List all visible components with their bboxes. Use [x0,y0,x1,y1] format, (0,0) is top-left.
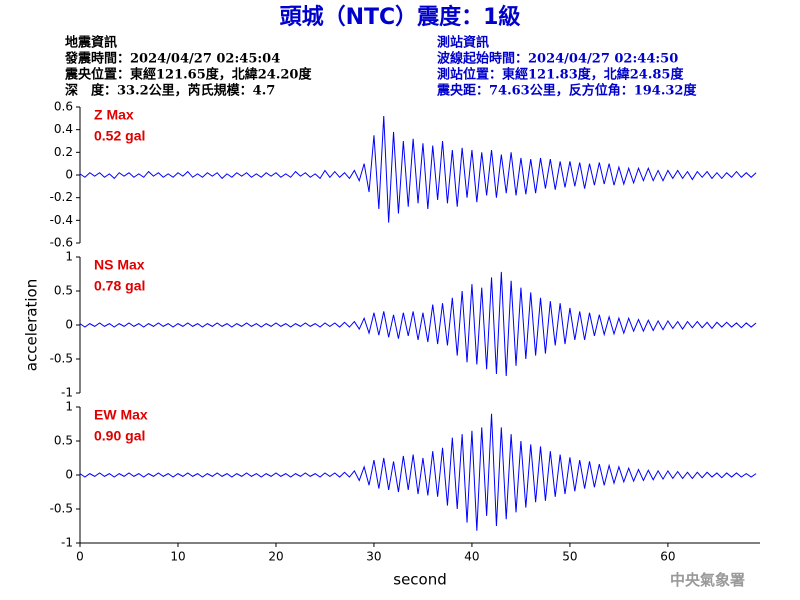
annotation: 0.78 gal [94,278,145,294]
y-tick-label: 0.5 [54,284,73,298]
chart-title: 頭城（NTC）震度：1級 [280,4,521,30]
y-tick-label: -1 [61,536,73,550]
info-line: 測站資訊 [437,35,489,51]
y-tick-label: -0.5 [50,352,73,366]
y-tick-label: 0 [65,168,73,182]
y-tick-label: 0 [65,468,73,482]
info-line: 深 度：33.2公里，芮氏規模：4.7 [65,83,275,99]
annotation: 0.90 gal [94,428,145,444]
y-tick-label: 0.5 [54,434,73,448]
annotation: 0.52 gal [94,128,145,144]
info-line: 震央距：74.63公里，反方位角：194.32度 [436,83,697,99]
info-line: 測站位置：東經121.83度，北緯24.85度 [437,67,684,83]
y-axis-title: acceleration [23,279,41,371]
y-tick-label: -0.5 [50,502,73,516]
y-tick-label: 0.4 [54,122,73,136]
info-line: 發震時間：2024/04/27 02:45:04 [64,51,280,67]
x-tick-label: 50 [562,550,577,564]
waveform [79,271,757,377]
info-line: 波線起始時間：2024/04/27 02:44:50 [437,51,678,67]
watermark: 中央氣象署 [670,571,745,589]
y-tick-label: -0.4 [50,213,73,227]
x-tick-label: 60 [660,550,675,564]
y-tick-label: 1 [65,250,73,264]
x-tick-label: 30 [366,550,381,564]
y-tick-label: 0 [65,318,73,332]
x-tick-label: 40 [464,550,479,564]
waveform [79,413,757,531]
x-tick-label: 10 [170,550,185,564]
x-axis-title: second [393,571,447,589]
waveform [79,116,757,223]
info-line: 震央位置：東經121.65度，北緯24.20度 [64,67,312,83]
y-tick-label: -0.2 [50,190,73,204]
x-tick-label: 0 [76,550,84,564]
annotation: NS Max [94,257,145,273]
annotation: Z Max [94,107,134,123]
y-tick-label: 0.2 [54,145,73,159]
info-line: 地震資訊 [65,35,117,51]
x-tick-label: 20 [268,550,283,564]
y-tick-label: -0.6 [50,236,73,250]
annotation: EW Max [94,407,148,423]
y-tick-label: 0.6 [54,100,73,114]
y-tick-label: -1 [61,386,73,400]
y-tick-label: 1 [65,400,73,414]
